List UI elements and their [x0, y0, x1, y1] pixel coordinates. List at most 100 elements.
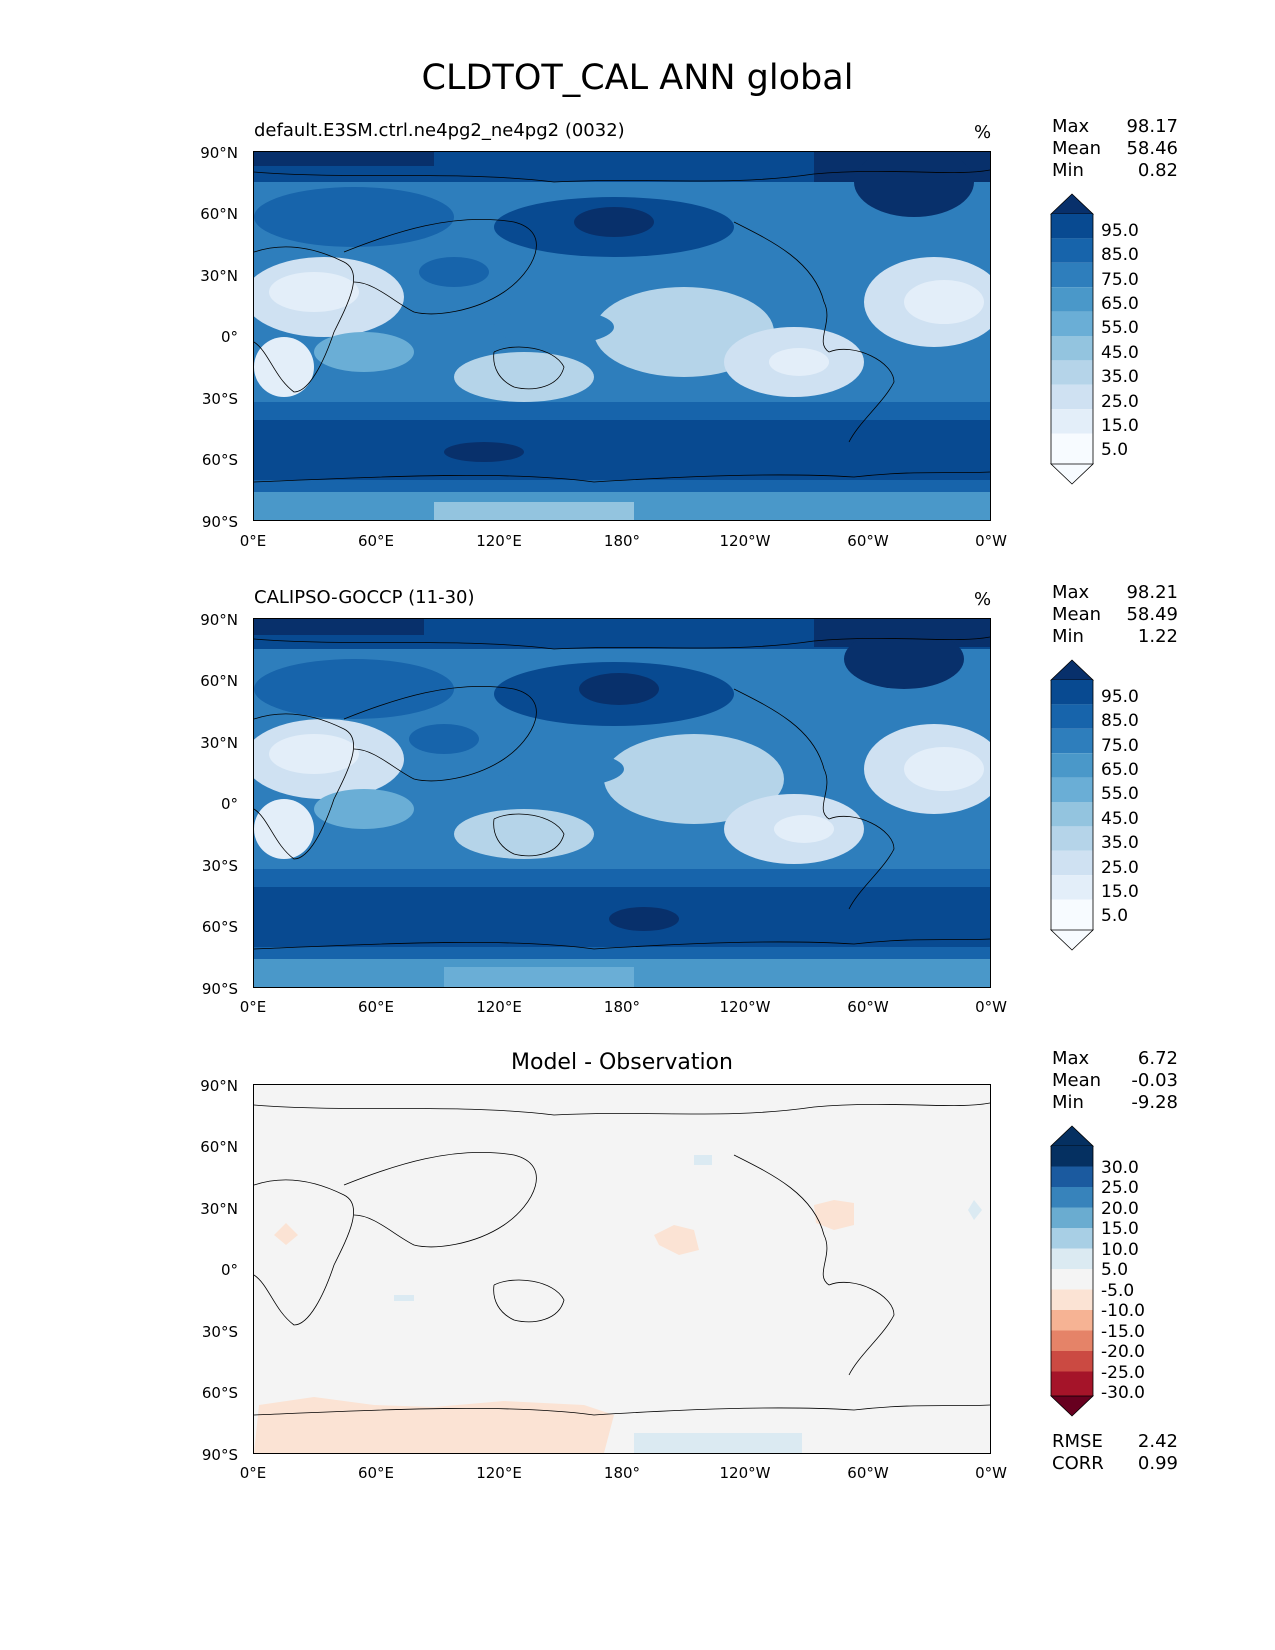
xtick-180: 180°	[603, 1464, 641, 1482]
colorbar-label: 35.0	[1101, 833, 1139, 853]
colorbar-model	[1050, 192, 1094, 486]
colorbar-label: 45.0	[1101, 343, 1139, 363]
ytick-90n: 90°N	[200, 1077, 238, 1095]
ytick-30s: 30°S	[201, 1323, 238, 1341]
colorbar-diff	[1050, 1124, 1094, 1418]
stat-value: 0.82	[1137, 160, 1178, 181]
colorbar-obs-swatches	[1050, 659, 1094, 951]
xtick-0w: 0°W	[975, 998, 1007, 1016]
colorbar-label: 25.0	[1101, 1178, 1139, 1198]
colorbar-label: 75.0	[1101, 736, 1139, 756]
stat-label: Mean	[1052, 138, 1102, 159]
colorbar-label: -15.0	[1101, 1322, 1145, 1342]
colorbar-label: 45.0	[1101, 809, 1139, 829]
colorbar-label: 5.0	[1101, 906, 1129, 926]
metric-value: 2.42	[1137, 1431, 1178, 1452]
colorbar-label: 25.0	[1101, 858, 1139, 878]
ytick-60n: 60°N	[200, 1138, 238, 1156]
xtick-60e: 60°E	[357, 998, 395, 1016]
ytick-0: 0°	[220, 795, 238, 813]
stat-label: Max	[1052, 582, 1090, 603]
xtick-60w: 60°W	[847, 1464, 889, 1482]
map-model	[253, 151, 991, 521]
xtick-0e: 0°E	[239, 532, 267, 550]
xtick-180: 180°	[603, 532, 641, 550]
stats-model: Max 98.17 Mean 58.46 Min 0.82	[1052, 116, 1178, 182]
colorbar-obs	[1050, 658, 1094, 952]
ytick-60s: 60°S	[201, 918, 238, 936]
metric-label: RMSE	[1052, 1431, 1103, 1452]
ytick-60n: 60°N	[200, 205, 238, 223]
colorbar-label: 55.0	[1101, 784, 1139, 804]
xtick-120w: 120°W	[719, 998, 771, 1016]
ytick-60s: 60°S	[201, 451, 238, 469]
colorbar-label: 15.0	[1101, 416, 1139, 436]
colorbar-model-swatches	[1050, 193, 1094, 485]
ytick-90s: 90°S	[201, 1446, 238, 1464]
panel-units-obs: %	[974, 589, 992, 610]
colorbar-label: -20.0	[1101, 1342, 1145, 1362]
figure-title: CLDTOT_CAL ANN global	[421, 58, 854, 98]
stat-label: Max	[1052, 1048, 1090, 1069]
panel-title-obs: CALIPSO-GOCCP (11-30)	[254, 587, 475, 608]
xtick-60e: 60°E	[357, 532, 395, 550]
xtick-60w: 60°W	[847, 532, 889, 550]
colorbar-label: -10.0	[1101, 1301, 1145, 1321]
stat-label: Mean	[1052, 1070, 1102, 1091]
metric-label: CORR	[1052, 1453, 1104, 1474]
ytick-30n: 30°N	[200, 267, 238, 285]
xtick-120e: 120°E	[476, 532, 522, 550]
stat-value: -9.28	[1131, 1092, 1178, 1113]
stats-obs: Max 98.21 Mean 58.49 Min 1.22	[1052, 582, 1178, 648]
stat-label: Min	[1052, 626, 1084, 647]
map-diff-field	[254, 1085, 990, 1453]
xtick-120e: 120°E	[476, 998, 522, 1016]
ytick-60n: 60°N	[200, 672, 238, 690]
xtick-120w: 120°W	[719, 532, 771, 550]
xtick-180: 180°	[603, 998, 641, 1016]
panel-units-model: %	[974, 122, 992, 143]
colorbar-label: 85.0	[1101, 711, 1139, 731]
stat-value: 98.17	[1126, 116, 1178, 137]
ytick-30s: 30°S	[201, 857, 238, 875]
colorbar-label: 15.0	[1101, 1219, 1139, 1239]
xtick-120e: 120°E	[476, 1464, 522, 1482]
colorbar-label: 75.0	[1101, 270, 1139, 290]
panel-title-model: default.E3SM.ctrl.ne4pg2_ne4pg2 (0032)	[254, 120, 625, 141]
stat-label: Min	[1052, 1092, 1084, 1113]
colorbar-label: 25.0	[1101, 392, 1139, 412]
stat-value: 6.72	[1137, 1048, 1178, 1069]
stat-value: 58.49	[1126, 604, 1178, 625]
colorbar-label: 95.0	[1101, 687, 1139, 707]
colorbar-label: 5.0	[1101, 440, 1129, 460]
ytick-30n: 30°N	[200, 734, 238, 752]
colorbar-label: -30.0	[1101, 1383, 1145, 1403]
ytick-60s: 60°S	[201, 1384, 238, 1402]
colorbar-label: 35.0	[1101, 367, 1139, 387]
ytick-0: 0°	[220, 1261, 238, 1279]
metric-value: 0.99	[1137, 1453, 1178, 1474]
xtick-0e: 0°E	[239, 1464, 267, 1482]
colorbar-label: 5.0	[1101, 1260, 1129, 1280]
map-model-field	[254, 152, 990, 520]
colorbar-label: 65.0	[1101, 294, 1139, 314]
ytick-90n: 90°N	[200, 611, 238, 629]
colorbar-label: 95.0	[1101, 221, 1139, 241]
colorbar-diff-swatches	[1050, 1125, 1094, 1417]
stat-label: Min	[1052, 160, 1084, 181]
ytick-0: 0°	[220, 328, 238, 346]
ytick-30s: 30°S	[201, 390, 238, 408]
colorbar-label: -5.0	[1101, 1281, 1135, 1301]
xtick-0e: 0°E	[239, 998, 267, 1016]
stat-label: Max	[1052, 116, 1090, 137]
stat-label: Mean	[1052, 604, 1102, 625]
colorbar-label: 65.0	[1101, 760, 1139, 780]
stats-diff: Max 6.72 Mean -0.03 Min -9.28	[1052, 1048, 1178, 1114]
xtick-60e: 60°E	[357, 1464, 395, 1482]
colorbar-label: 85.0	[1101, 245, 1139, 265]
stat-value: 58.46	[1126, 138, 1178, 159]
colorbar-label: 20.0	[1101, 1199, 1139, 1219]
colorbar-label: 15.0	[1101, 882, 1139, 902]
xtick-0w: 0°W	[975, 1464, 1007, 1482]
colorbar-label: 10.0	[1101, 1240, 1139, 1260]
